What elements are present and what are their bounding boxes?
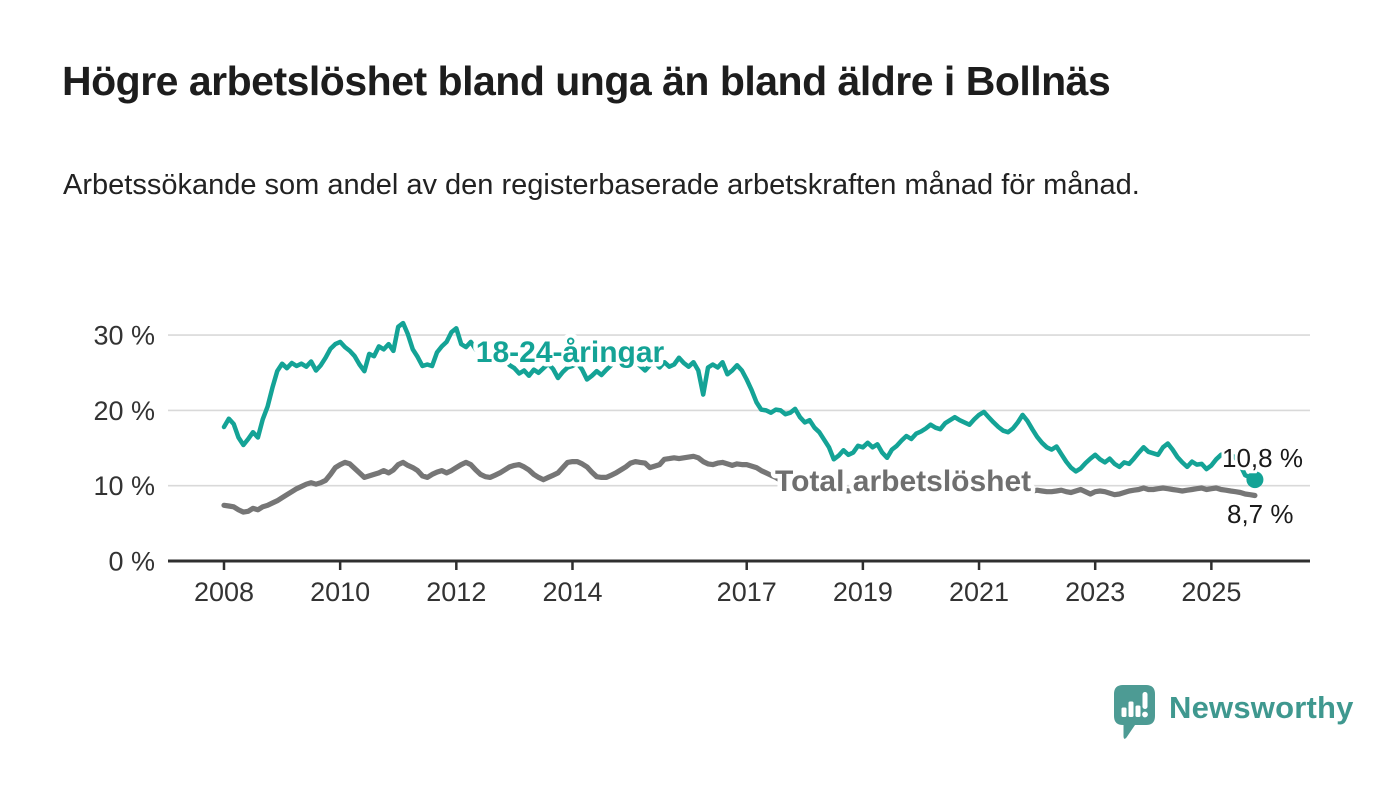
bar-chart-speech-bubble-icon [1114, 685, 1155, 739]
end-point-marker [1246, 471, 1264, 489]
y-axis-label: 0 % [108, 547, 155, 577]
series-line-youth [221, 320, 1258, 482]
y-axis-label: 10 % [93, 471, 155, 501]
end-value-label-youth: 10,8 % [1222, 443, 1303, 473]
series-label-youth: 18-24-åringar [476, 336, 665, 369]
x-axis-label: 2014 [542, 577, 602, 607]
newsworthy-logo: Newsworthy [1113, 684, 1354, 746]
x-axis-label: 2019 [833, 577, 893, 607]
x-axis-label: 2012 [426, 577, 486, 607]
x-axis-label: 2023 [1065, 577, 1125, 607]
x-axis-label: 2008 [194, 577, 254, 607]
end-value-label-total: 8,7 % [1227, 499, 1294, 529]
x-axis-label: 2010 [310, 577, 370, 607]
series-line-total [221, 453, 1258, 515]
x-axis-label: 2021 [949, 577, 1009, 607]
x-axis-label: 2025 [1181, 577, 1241, 607]
y-axis-label: 20 % [93, 396, 155, 426]
chart-title: Högre arbetslöshet bland unga än bland ä… [62, 58, 1111, 104]
x-axis-label: 2017 [717, 577, 777, 607]
chart-subtitle: Arbetssökande som andel av den registerb… [63, 169, 1140, 201]
y-axis-label: 30 % [93, 321, 155, 351]
series-label-total: Total arbetslöshet [775, 465, 1031, 498]
newsworthy-wordmark: Newsworthy [1169, 690, 1354, 725]
